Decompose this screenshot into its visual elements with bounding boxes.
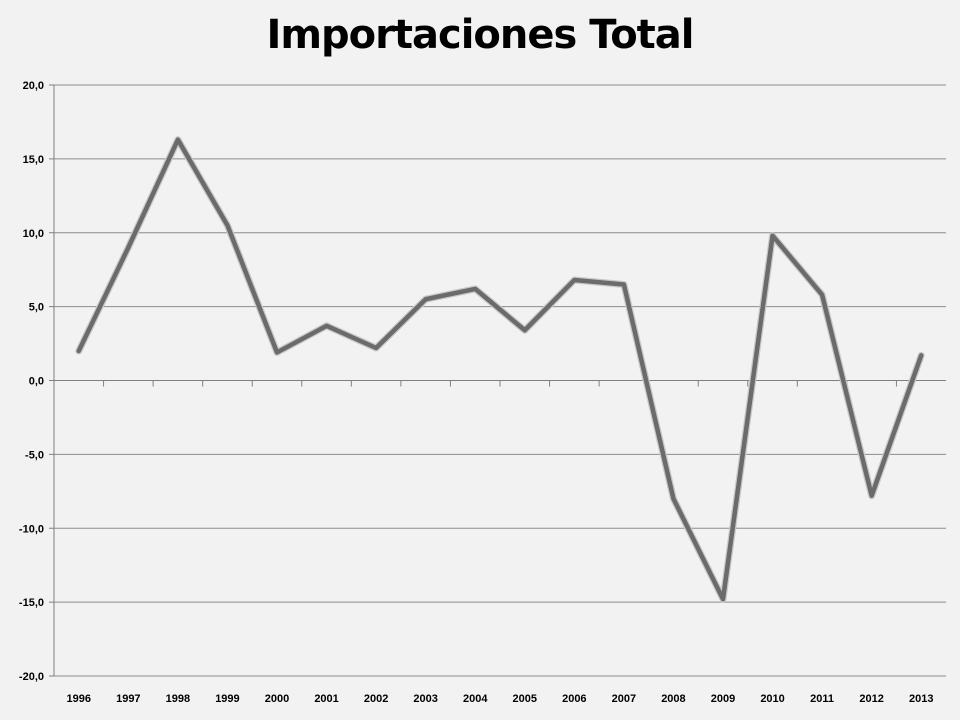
x-tick-label: 2013 <box>909 693 933 705</box>
x-tick-label: 2008 <box>661 693 685 705</box>
x-tick-label: 2002 <box>364 693 388 705</box>
y-tick-label: -5,0 <box>25 449 44 461</box>
chart-title: Importaciones Total <box>266 12 694 58</box>
x-tick-labels: 1996 1997 1998 1999 2000 2001 2002 2003 2004 2005… <box>67 693 934 705</box>
x-tick-label: 2001 <box>314 693 338 705</box>
x-tick-label: 2000 <box>265 693 289 705</box>
y-tick-label: -15,0 <box>19 597 44 609</box>
y-tick-label: 15,0 <box>23 154 44 166</box>
x-tick-label: 2012 <box>859 693 883 705</box>
x-tick-label: 1998 <box>166 693 190 705</box>
x-tick-label: 1999 <box>215 693 239 705</box>
x-tick-label: 1996 <box>67 693 91 705</box>
y-tick-label: -10,0 <box>19 523 44 535</box>
y-tick-label: 0,0 <box>29 376 44 388</box>
x-tick-label: 2010 <box>760 693 784 705</box>
y-tick-label: 5,0 <box>29 302 44 314</box>
x-tick-label: 2005 <box>513 693 537 705</box>
x-tick-label: 2006 <box>562 693 586 705</box>
y-tick-label: -20,0 <box>19 671 44 683</box>
axes <box>49 84 946 677</box>
x-tick-label: 2004 <box>463 693 488 705</box>
y-tick-label: 20,0 <box>23 80 44 92</box>
series-group <box>75 136 925 603</box>
y-tick-labels: -20,0 -15,0 -10,0 -5,0 0,0 5,0 10,0 15,0 20,0 <box>19 80 44 683</box>
x-tick-label: 1997 <box>116 693 140 705</box>
x-tick-label: 2003 <box>413 693 437 705</box>
x-tick-label: 2009 <box>711 693 735 705</box>
series-line-halo <box>75 136 925 603</box>
gridlines <box>54 84 946 677</box>
y-tick-label: 10,0 <box>23 228 44 240</box>
x-tick-label: 2007 <box>612 693 636 705</box>
series-line <box>76 137 924 602</box>
x-tick-label: 2011 <box>810 693 834 705</box>
